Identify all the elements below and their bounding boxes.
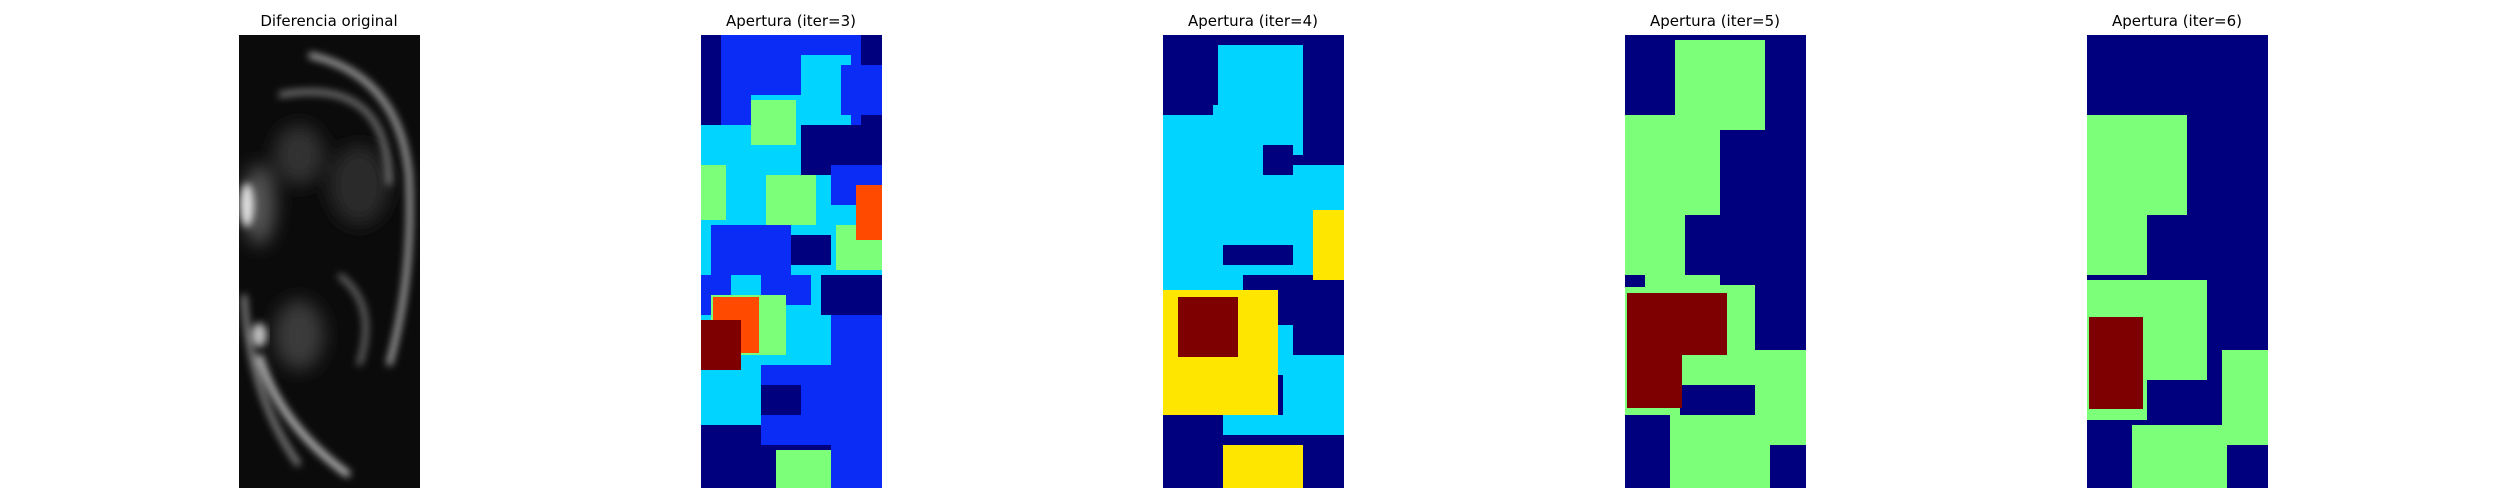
panel-title-iter3: Apertura (iter=3) <box>726 12 856 30</box>
panel-title-iter6: Apertura (iter=6) <box>2112 12 2242 30</box>
panel-title-iter4: Apertura (iter=4) <box>1188 12 1318 30</box>
opening-iter6-image <box>2087 35 2268 488</box>
panel-title-original: Diferencia original <box>260 12 398 30</box>
opening-iter5-image <box>1625 35 1806 488</box>
original-difference-image <box>239 35 420 488</box>
opening-iter3-image <box>701 35 882 488</box>
panel-title-iter5: Apertura (iter=5) <box>1650 12 1780 30</box>
opening-iter4-image <box>1163 35 1344 488</box>
